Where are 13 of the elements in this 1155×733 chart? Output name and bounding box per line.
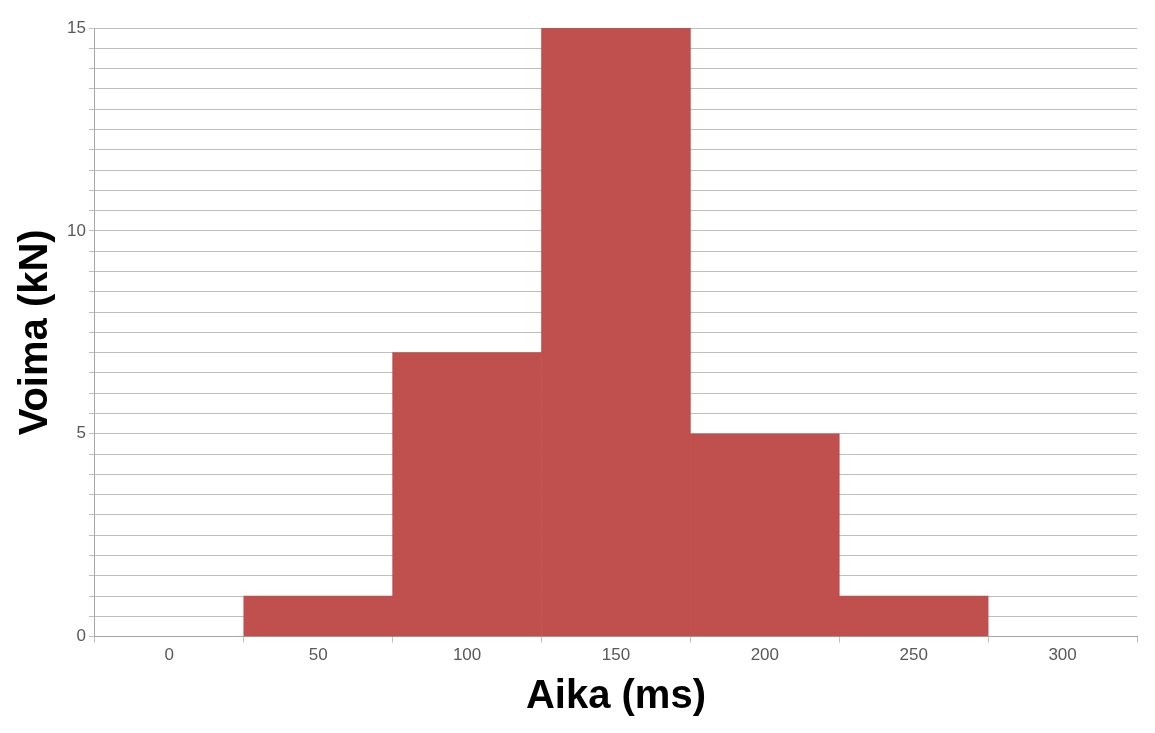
- x-tick-label: 100: [452, 645, 482, 665]
- x-tick-label: 300: [1048, 645, 1077, 665]
- y-tick-label: 0: [76, 626, 86, 646]
- x-tick-label: 0: [164, 645, 175, 665]
- x-axis-title: Aika (ms): [525, 672, 706, 717]
- x-tick-label: 250: [899, 645, 928, 665]
- y-tick-label: 10: [66, 220, 86, 240]
- x-tick-label: 50: [308, 645, 328, 665]
- x-tick-label: 150: [601, 645, 631, 665]
- y-axis-title: Voima (kN): [11, 229, 56, 436]
- x-tick-label: 200: [750, 645, 780, 665]
- y-tick-label: 5: [76, 423, 86, 443]
- y-tick-label: 15: [66, 17, 86, 37]
